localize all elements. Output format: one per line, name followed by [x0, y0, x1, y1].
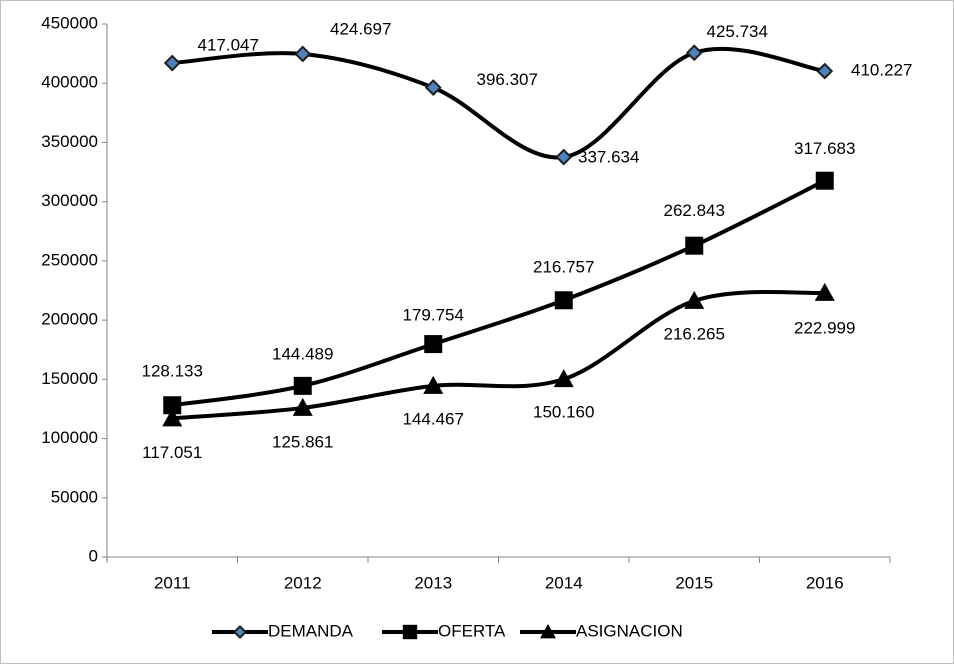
marker — [424, 79, 442, 97]
data-label: 337.634 — [578, 148, 639, 167]
marker — [423, 375, 444, 394]
data-label: 262.843 — [664, 201, 725, 220]
x-tick-label: 2012 — [284, 573, 322, 592]
y-tick-label: 200000 — [41, 310, 98, 329]
marker — [162, 408, 183, 427]
data-label: 144.489 — [272, 344, 333, 363]
legend-marker — [540, 624, 556, 639]
y-tick-label: 450000 — [41, 13, 98, 32]
marker — [684, 290, 705, 309]
series-line — [171, 178, 826, 408]
marker — [554, 291, 573, 310]
data-label: 410.227 — [851, 61, 912, 80]
data-label: 216.757 — [533, 258, 594, 277]
legend-marker — [402, 624, 418, 640]
x-tick-label: 2011 — [154, 573, 191, 592]
marker — [424, 335, 443, 354]
y-tick-label: 50000 — [51, 487, 98, 506]
data-label: 417.047 — [198, 36, 259, 55]
series-line — [172, 46, 826, 160]
marker — [685, 44, 703, 62]
x-tick-label: 2014 — [545, 573, 583, 592]
x-tick-label: 2016 — [806, 573, 844, 592]
y-tick-label: 100000 — [41, 428, 98, 447]
series-line — [172, 289, 825, 421]
marker — [685, 236, 704, 255]
data-label: 117.051 — [142, 443, 202, 462]
y-tick-label: 400000 — [41, 73, 98, 92]
data-label: 222.999 — [794, 318, 855, 337]
data-label: 128.133 — [142, 362, 203, 381]
y-tick-label: 150000 — [41, 369, 98, 388]
data-label: 150.160 — [533, 403, 594, 422]
y-tick-label: 0 — [89, 546, 98, 565]
y-tick-label: 350000 — [41, 132, 98, 151]
x-tick-label: 2013 — [414, 573, 452, 592]
legend-label: OFERTA — [438, 621, 506, 640]
y-tick-label: 250000 — [41, 250, 98, 269]
marker — [814, 282, 835, 301]
data-label: 424.697 — [330, 19, 391, 38]
marker — [163, 396, 182, 415]
data-label: 216.265 — [664, 324, 725, 343]
marker — [163, 54, 181, 72]
x-tick-label: 2015 — [675, 573, 713, 592]
data-label: 425.734 — [707, 22, 768, 41]
legend-label: ASIGNACION — [576, 621, 683, 640]
data-label: 179.754 — [403, 306, 464, 325]
marker — [292, 397, 313, 416]
marker — [816, 62, 834, 80]
y-tick-label: 300000 — [41, 191, 98, 210]
data-label: 396.307 — [477, 70, 538, 89]
marker — [555, 148, 573, 166]
data-label: 144.467 — [403, 409, 464, 428]
marker — [815, 171, 834, 190]
legend-label: DEMANDA — [268, 621, 354, 640]
data-label: 125.861 — [272, 432, 333, 451]
legend-marker — [232, 624, 248, 640]
marker — [293, 376, 312, 395]
data-label: 317.683 — [794, 139, 855, 158]
marker — [553, 369, 574, 388]
marker — [294, 45, 312, 63]
